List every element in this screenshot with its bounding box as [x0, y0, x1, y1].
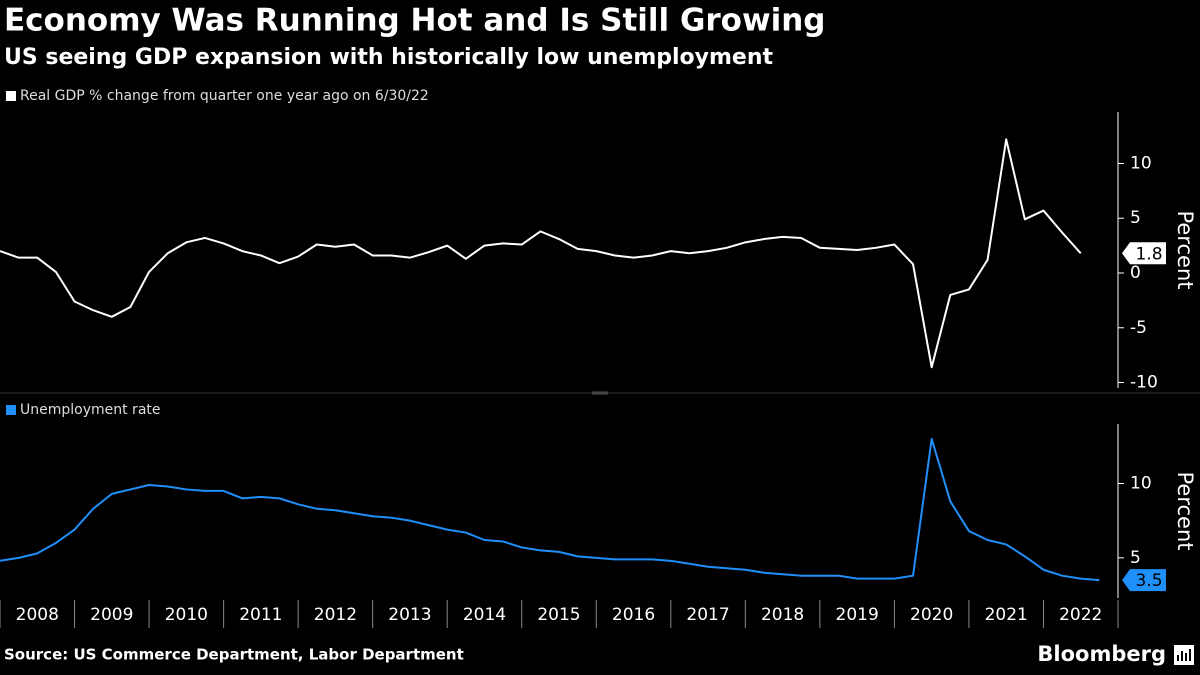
y-tick-label: -5	[1130, 318, 1147, 338]
value-tag	[1122, 242, 1166, 265]
y-axis-title: Percent	[1173, 471, 1197, 550]
x-tick-label: 2010	[165, 605, 208, 625]
x-tick-label: 2018	[761, 605, 804, 625]
legend-swatch	[6, 91, 16, 101]
y-tick-label: -10	[1130, 373, 1158, 393]
x-tick-label: 2017	[686, 605, 729, 625]
y-tick-label: 5	[1130, 208, 1141, 228]
x-tick-label: 2008	[16, 605, 59, 625]
value-tag-label: 1.8	[1135, 244, 1162, 264]
legend-swatch	[6, 405, 16, 415]
x-tick-label: 2016	[612, 605, 655, 625]
x-tick-label: 2012	[314, 605, 357, 625]
chart-title: Economy Was Running Hot and Is Still Gro…	[4, 3, 826, 39]
y-axis-title: Percent	[1173, 210, 1197, 289]
value-tag-label: 3.5	[1135, 571, 1162, 591]
y-tick-label: 0	[1130, 263, 1141, 283]
legend-label: Real GDP % change from quarter one year …	[20, 88, 429, 104]
x-tick-label: 2019	[836, 605, 879, 625]
x-tick-label: 2021	[985, 605, 1028, 625]
y-tick-label: 5	[1130, 548, 1141, 568]
x-tick-label: 2015	[537, 605, 580, 625]
brand-icon-mark	[1177, 649, 1191, 661]
x-tick-label: 2022	[1059, 605, 1102, 625]
x-tick-label: 2014	[463, 605, 506, 625]
x-tick-label: 2011	[239, 605, 282, 625]
line-series	[0, 138, 1082, 369]
y-tick-label: 10	[1130, 473, 1152, 493]
source: Source: US Commerce Department, Labor De…	[4, 646, 464, 664]
x-tick-label: 2020	[910, 605, 953, 625]
x-tick-label: 2013	[388, 605, 431, 625]
chart-subtitle: US seeing GDP expansion with historicall…	[4, 45, 774, 70]
y-tick-label: 10	[1130, 153, 1152, 173]
line-series	[0, 437, 1100, 582]
x-tick-label: 2009	[90, 605, 133, 625]
legend-label: Unemployment rate	[20, 402, 161, 418]
value-tag	[1122, 569, 1166, 592]
brand: Bloomberg	[1037, 642, 1166, 666]
